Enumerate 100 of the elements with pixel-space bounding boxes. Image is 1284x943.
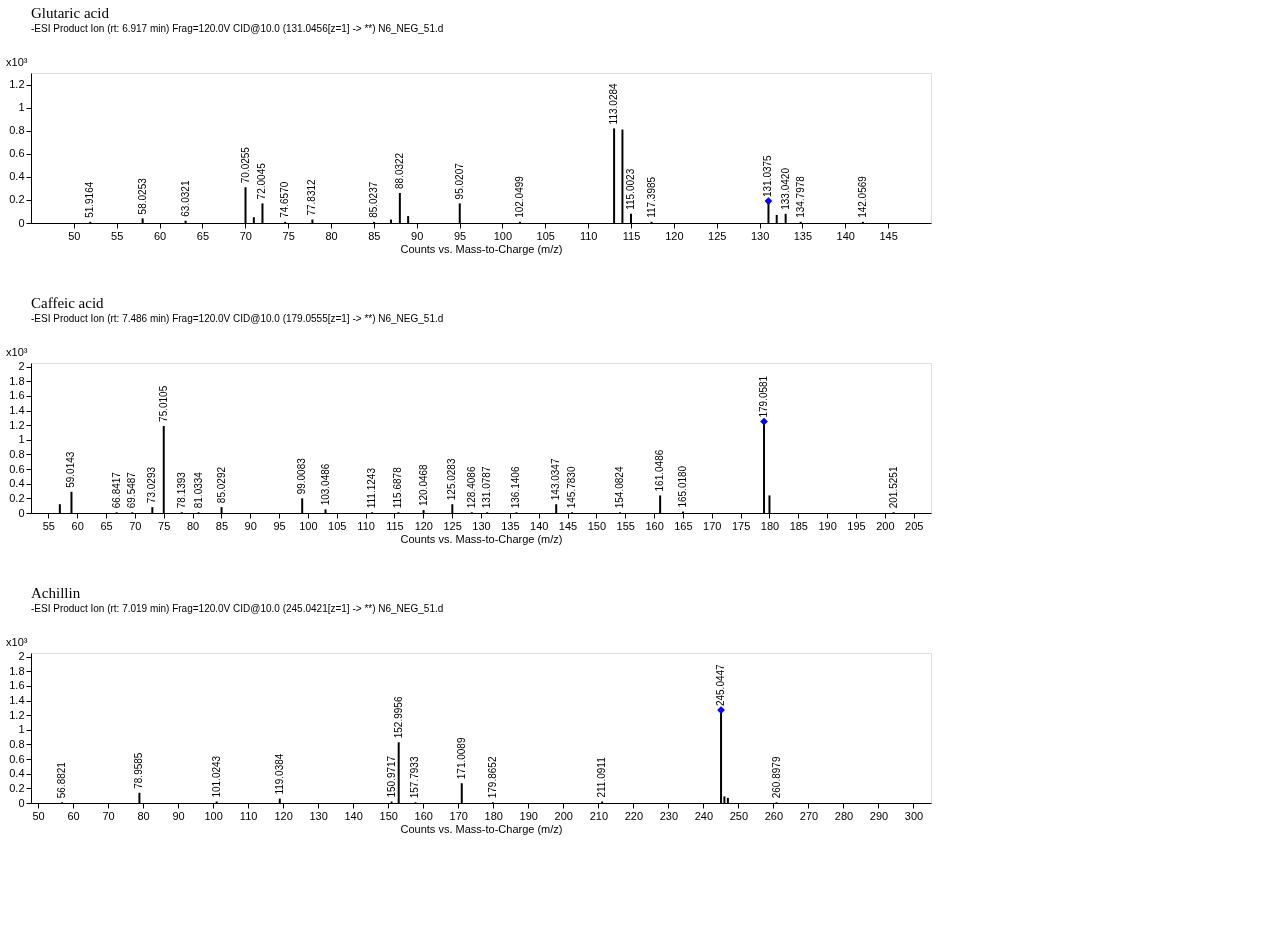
y-tick-label: 1.8 xyxy=(9,374,25,387)
x-tick-label: 60 xyxy=(67,809,80,822)
x-tick-label: 70 xyxy=(239,229,252,242)
y-axis-title: x10³ xyxy=(6,345,28,358)
y-tick-label: 0.2 xyxy=(9,193,25,206)
x-tick-label: 85 xyxy=(368,229,381,242)
annotation: 51.9164 xyxy=(84,181,96,218)
annotation: 131.0787 xyxy=(481,466,493,509)
annotation: 143.0347 xyxy=(550,458,562,501)
x-tick-label: 120 xyxy=(274,809,293,822)
annotation: 119.0384 xyxy=(273,753,285,795)
x-tick-label: 100 xyxy=(493,229,513,242)
x-tick-label: 85 xyxy=(215,519,229,532)
annotation: 131.0375 xyxy=(762,154,774,198)
y-tick-label: 0.6 xyxy=(9,462,25,475)
annotation: 165.0180 xyxy=(677,465,689,508)
x-axis-title: Counts vs. Mass-to-Charge (m/z) xyxy=(400,532,563,545)
y-tick-label: 1.2 xyxy=(9,78,25,91)
annotation: 179.0581 xyxy=(758,375,770,418)
x-tick-label: 220 xyxy=(624,809,644,822)
x-tick-label: 55 xyxy=(42,519,55,532)
annotation: 150.9717 xyxy=(385,755,397,798)
x-tick-label: 175 xyxy=(731,519,751,532)
annotation: 120.0468 xyxy=(417,463,429,507)
x-tick-label: 130 xyxy=(472,519,491,532)
x-tick-label: 190 xyxy=(818,519,837,532)
chart-title: Caffeic acid xyxy=(31,295,105,311)
y-tick-label: 2 xyxy=(18,360,25,373)
x-axis-title: Counts vs. Mass-to-Charge (m/z) xyxy=(400,822,563,835)
y-tick-label: 0.8 xyxy=(9,737,25,750)
y-tick-label: 0 xyxy=(18,506,25,519)
x-tick-label: 170 xyxy=(703,519,722,532)
x-tick-label: 105 xyxy=(536,229,555,242)
y-tick-label: 0 xyxy=(18,796,25,809)
x-tick-label: 130 xyxy=(750,229,770,242)
x-tick-label: 280 xyxy=(834,809,854,822)
annotation: 161.0486 xyxy=(654,449,666,492)
x-tick-label: 120 xyxy=(665,229,684,242)
annotation: 85.0292 xyxy=(215,466,227,504)
x-tick-label: 135 xyxy=(793,229,813,242)
annotation: 136.1406 xyxy=(510,466,522,509)
x-tick-label: 50 xyxy=(68,229,81,242)
annotation: 125.0283 xyxy=(446,458,458,501)
annotation: 101.0243 xyxy=(210,755,222,798)
y-tick-label: 1 xyxy=(18,723,25,736)
x-tick-label: 100 xyxy=(204,809,223,822)
x-tick-label: 150 xyxy=(379,809,398,822)
chart-subtitle: -ESI Product Ion (rt: 7.019 min) Frag=120.0V CID@10.0 (245.0421[z=1] -> **) N6_NEG_51.d xyxy=(31,603,444,614)
x-tick-label: 100 xyxy=(299,519,318,532)
annotation: 56.8821 xyxy=(56,761,68,799)
annotation: 70.0255 xyxy=(239,146,251,184)
annotation: 78.9585 xyxy=(133,752,145,789)
annotation: 145.7830 xyxy=(566,466,578,509)
x-tick-label: 90 xyxy=(411,229,424,242)
annotation: 75.0105 xyxy=(157,385,169,422)
y-tick-label: 0.8 xyxy=(9,124,25,137)
annotation: 63.0321 xyxy=(179,180,191,217)
x-tick-label: 140 xyxy=(530,519,549,532)
x-tick-label: 140 xyxy=(344,809,363,822)
y-tick-label: 0.4 xyxy=(9,477,25,490)
y-tick-label: 2 xyxy=(18,650,25,663)
x-tick-label: 145 xyxy=(879,229,898,242)
y-tick-label: 1.4 xyxy=(9,694,25,707)
annotation: 81.0334 xyxy=(192,471,204,509)
x-tick-label: 60 xyxy=(153,229,167,242)
x-tick-label: 65 xyxy=(100,519,113,532)
x-tick-label: 205 xyxy=(905,519,924,532)
x-tick-label: 160 xyxy=(414,809,433,822)
x-tick-label: 75 xyxy=(282,229,295,242)
annotation: 133.0420 xyxy=(779,167,791,210)
y-tick-label: 1.2 xyxy=(9,708,25,721)
x-tick-label: 135 xyxy=(501,519,520,532)
annotation: 88.0322 xyxy=(393,152,405,189)
y-tick-label: 1 xyxy=(18,101,25,114)
x-tick-label: 260 xyxy=(764,809,784,822)
x-tick-label: 180 xyxy=(760,519,780,532)
x-tick-label: 165 xyxy=(674,519,693,532)
x-tick-label: 185 xyxy=(789,519,808,532)
x-tick-label: 150 xyxy=(587,519,607,532)
annotation: 85.0237 xyxy=(368,181,380,218)
annotation: 179.8652 xyxy=(486,756,498,799)
x-tick-label: 115 xyxy=(386,519,404,532)
y-tick-label: 0.6 xyxy=(9,147,25,160)
x-tick-label: 95 xyxy=(273,519,286,532)
chart-title: Glutaric acid xyxy=(31,5,110,21)
annotation: 113.0284 xyxy=(608,82,620,125)
x-tick-label: 155 xyxy=(616,519,635,532)
annotation: 74.6570 xyxy=(279,181,291,218)
annotation: 152.9956 xyxy=(392,696,404,739)
x-tick-label: 120 xyxy=(414,519,433,532)
x-tick-label: 145 xyxy=(558,519,578,532)
x-tick-label: 80 xyxy=(137,809,150,822)
annotation: 111.1243 xyxy=(366,467,378,509)
annotation: 72.0045 xyxy=(256,162,268,200)
y-tick-label: 1.6 xyxy=(9,389,25,402)
y-tick-label: 0 xyxy=(18,216,25,229)
x-tick-label: 300 xyxy=(904,809,924,822)
y-tick-label: 1 xyxy=(18,433,25,446)
annotation: 117.3985 xyxy=(645,176,657,218)
x-tick-label: 105 xyxy=(328,519,347,532)
